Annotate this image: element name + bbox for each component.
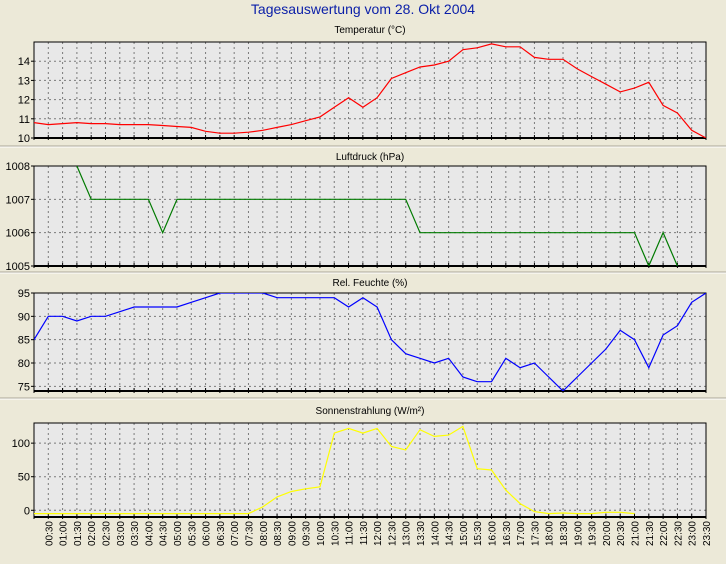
y-tick-label: 12 xyxy=(18,95,30,107)
plot-area xyxy=(34,42,706,138)
y-tick-label: 75 xyxy=(18,381,30,393)
series-line xyxy=(34,43,706,138)
x-tick-label: 21:00 xyxy=(631,521,642,546)
x-tick-label: 22:30 xyxy=(673,521,684,546)
x-tick-label: 17:30 xyxy=(530,521,541,546)
x-tick-label: 10:30 xyxy=(330,521,341,546)
series-line xyxy=(76,166,678,266)
x-tick-label: 03:00 xyxy=(116,521,127,546)
x-tick-label: 00:30 xyxy=(44,521,55,546)
x-tick-label: 13:00 xyxy=(402,521,413,546)
x-tick-label: 20:30 xyxy=(616,521,627,546)
y-tick-label: 1008 xyxy=(6,161,30,173)
x-tick-label: 16:00 xyxy=(488,521,499,546)
y-tick-label: 80 xyxy=(18,358,30,370)
x-tick-label: 23:00 xyxy=(688,521,699,546)
x-tick-label: 02:30 xyxy=(101,521,112,546)
y-tick-label: 1005 xyxy=(6,261,30,273)
x-tick-label: 21:30 xyxy=(645,521,656,546)
x-tick-label: 18:30 xyxy=(559,521,570,546)
y-tick-label: 1007 xyxy=(6,194,30,206)
x-tick-label: 08:30 xyxy=(273,521,284,546)
y-tick-label: 10 xyxy=(18,133,30,145)
series-line xyxy=(34,293,706,391)
plot-area xyxy=(34,166,706,266)
x-tick-label: 06:30 xyxy=(216,521,227,546)
x-tick-label: 19:30 xyxy=(588,521,599,546)
y-tick-label: 0 xyxy=(24,505,30,517)
y-tick-label: 95 xyxy=(18,288,30,300)
y-tick-label: 14 xyxy=(18,56,30,68)
x-tick-label: 01:00 xyxy=(59,521,70,546)
x-tick-label: 05:30 xyxy=(187,521,198,546)
x-tick-label: 04:30 xyxy=(159,521,170,546)
x-tick-label: 15:00 xyxy=(459,521,470,546)
chart-title: Luftdruck (hPa) xyxy=(336,152,404,163)
x-tick-label: 13:30 xyxy=(416,521,427,546)
x-tick-label: 15:30 xyxy=(473,521,484,546)
x-tick-label: 09:30 xyxy=(302,521,313,546)
x-tick-label: 12:00 xyxy=(373,521,384,546)
x-tick-label: 09:00 xyxy=(287,521,298,546)
plot-area xyxy=(34,423,706,517)
y-tick-label: 85 xyxy=(18,335,30,347)
plot-area xyxy=(34,293,706,391)
x-tick-label: 07:30 xyxy=(244,521,255,546)
x-tick-label: 19:00 xyxy=(573,521,584,546)
x-tick-label: 03:30 xyxy=(130,521,141,546)
x-tick-label: 14:30 xyxy=(445,521,456,546)
x-tick-label: 18:00 xyxy=(545,521,556,546)
x-tick-label: 11:00 xyxy=(345,521,356,546)
x-tick-label: 06:00 xyxy=(202,521,213,546)
x-tick-label: 02:00 xyxy=(87,521,98,546)
y-tick-label: 1006 xyxy=(6,228,30,240)
x-tick-label: 11:30 xyxy=(359,521,370,546)
x-tick-label: 23:30 xyxy=(702,521,713,546)
chart-title: Rel. Feuchte (%) xyxy=(332,278,407,289)
x-tick-label: 20:00 xyxy=(602,521,613,546)
y-tick-label: 50 xyxy=(18,472,30,484)
y-tick-label: 11 xyxy=(19,114,30,126)
x-tick-label: 14:00 xyxy=(430,521,441,546)
y-tick-label: 100 xyxy=(12,438,30,450)
x-tick-label: 12:30 xyxy=(387,521,398,546)
x-tick-label: 10:00 xyxy=(316,521,327,546)
chart-title: Sonnenstrahlung (W/m²) xyxy=(316,406,425,417)
series-line xyxy=(34,425,635,515)
x-tick-label: 04:00 xyxy=(144,521,155,546)
page-title: Tagesauswertung vom 28. Okt 2004 xyxy=(250,1,476,17)
x-tick-label: 08:00 xyxy=(259,521,270,546)
x-tick-label: 07:00 xyxy=(230,521,241,546)
x-tick-label: 17:00 xyxy=(516,521,527,546)
y-tick-label: 90 xyxy=(18,311,30,323)
chart-title: Temperatur (°C) xyxy=(334,25,405,36)
x-tick-label: 22:00 xyxy=(659,521,670,546)
x-tick-label: 05:00 xyxy=(173,521,184,546)
x-tick-label: 16:30 xyxy=(502,521,513,546)
y-tick-label: 13 xyxy=(18,75,30,87)
x-tick-label: 01:30 xyxy=(73,521,84,546)
